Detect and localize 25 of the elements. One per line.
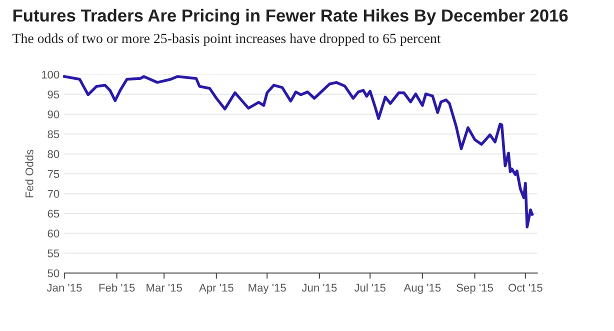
y-tick-label: 65	[48, 210, 60, 218]
y-tick-label: 50	[48, 269, 60, 278]
x-tick-label: Apr '15	[199, 284, 234, 294]
chart-title: Futures Traders Are Pricing in Fewer Rate Hikes By December 2016	[13, 8, 568, 26]
y-tick-label: 95	[48, 90, 60, 98]
x-tick-label: Oct '15	[508, 284, 542, 292]
y-tick-label: 70	[48, 190, 60, 198]
y-axis-title: Fed Odds	[25, 150, 34, 198]
x-tick-label: May '15	[248, 284, 286, 294]
y-tick-label: 80	[48, 150, 60, 158]
chart-subtitle: The odds of two or more 25-basis point increases have dropped to 65 percent	[12, 33, 441, 46]
x-tick-label: Sep '15	[456, 284, 493, 294]
x-tick-label: Feb '15	[99, 283, 135, 292]
y-tick-label: 85	[48, 130, 60, 138]
x-tick-label: Aug '15	[404, 284, 441, 294]
x-tick-label: Jan '15	[46, 284, 82, 292]
x-tick-label: Mar '15	[146, 284, 182, 292]
y-tick-label: 100	[42, 70, 60, 79]
x-tick-label: Jul '15	[354, 283, 386, 292]
y-tick-label: 60	[48, 230, 60, 238]
y-tick-label: 55	[48, 250, 60, 258]
y-tick-label: 75	[48, 170, 60, 178]
y-tick-label: 90	[48, 110, 60, 118]
line-series	[63, 75, 534, 228]
x-tick-label: Jun '15	[302, 284, 337, 292]
